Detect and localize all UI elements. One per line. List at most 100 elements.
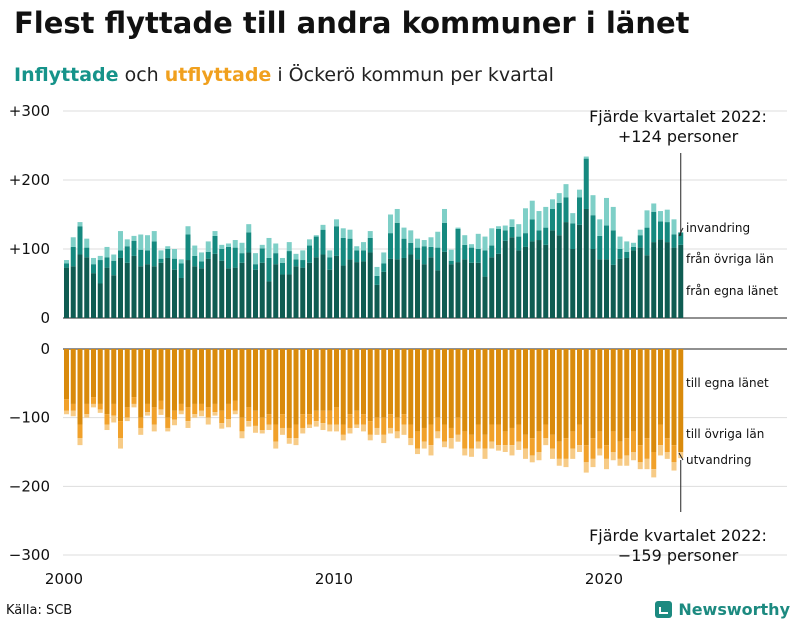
bar-in-segment	[320, 224, 326, 230]
bar-in-segment	[455, 228, 461, 263]
bar-out-segment	[205, 349, 211, 408]
bar-out-segment	[334, 349, 339, 408]
bar-out-segment	[442, 349, 447, 425]
segment-pointer-out	[678, 452, 684, 461]
bar-in-segment	[563, 184, 569, 198]
bar-in-segment	[70, 266, 76, 318]
bar-out-segment	[570, 448, 576, 459]
bar-in-segment	[77, 254, 83, 318]
bar-in-segment	[313, 257, 319, 318]
bar-out-segment	[563, 349, 569, 439]
bar-in-segment	[408, 254, 414, 318]
bar-in-segment	[354, 246, 360, 251]
bar-out-segment	[597, 431, 603, 449]
bar-out-segment	[178, 349, 184, 404]
bar-in-segment	[307, 245, 312, 263]
bar-out-segment	[334, 407, 339, 425]
bar-out-segment	[84, 403, 90, 415]
bar-out-segment	[64, 399, 69, 411]
bar-out-segment	[394, 349, 400, 418]
bar-out-segment	[151, 349, 157, 408]
bar-out-segment	[617, 458, 623, 466]
bar-in-segment	[111, 254, 117, 261]
bar-in-segment	[158, 250, 164, 259]
bar-out-segment	[111, 349, 117, 404]
bar-out-segment	[502, 431, 508, 446]
bar-in-segment	[118, 250, 123, 258]
bar-out-segment	[70, 349, 76, 404]
bar-out-segment	[617, 441, 623, 459]
bar-out-segment	[448, 427, 454, 439]
y-tick-label: −200	[9, 477, 50, 495]
bar-out-segment	[226, 403, 231, 420]
bar-out-segment	[374, 349, 380, 418]
bar-in-segment	[266, 237, 272, 258]
bar-out-segment	[610, 349, 616, 432]
bar-in-segment	[64, 267, 69, 318]
bar-out-segment	[448, 349, 454, 428]
bar-in-segment	[286, 274, 292, 318]
bar-in-segment	[604, 259, 609, 318]
bar-in-segment	[138, 249, 144, 267]
bar-out-segment	[232, 349, 238, 401]
bar-out-segment	[118, 349, 123, 422]
bar-in-segment	[84, 247, 90, 258]
bar-out-segment	[529, 455, 535, 463]
bar-in-segment	[462, 235, 468, 245]
bar-out-segment	[563, 458, 569, 468]
bar-in-segment	[489, 245, 495, 258]
bar-in-segment	[428, 246, 434, 258]
bar-in-segment	[381, 271, 387, 318]
bar-out-segment	[435, 349, 441, 418]
bar-in-segment	[496, 226, 501, 229]
bar-out-segment	[415, 431, 420, 449]
bar-in-segment	[570, 223, 576, 249]
bar-out-segment	[354, 424, 360, 428]
bar-in-segment	[138, 266, 144, 318]
bar-out-segment	[469, 434, 474, 449]
bar-in-segment	[253, 264, 258, 270]
bar-in-segment	[435, 270, 441, 318]
brand-name: Newsworthy	[678, 600, 790, 619]
bar-out-segment	[421, 441, 427, 449]
bar-in-segment	[178, 263, 184, 278]
bar-in-segment	[84, 238, 90, 248]
bar-in-segment	[556, 202, 562, 236]
bar-out-segment	[111, 403, 117, 416]
bar-out-segment	[442, 441, 447, 448]
bar-in-segment	[239, 262, 245, 318]
bar-in-segment	[77, 226, 83, 255]
bar-out-segment	[327, 349, 333, 411]
bar-out-segment	[502, 349, 508, 432]
bar-out-segment	[462, 349, 468, 432]
bar-in-segment	[374, 266, 380, 276]
bar-in-segment	[70, 237, 76, 247]
bar-in-segment	[415, 247, 420, 260]
bar-out-segment	[158, 400, 164, 410]
bar-in-segment	[590, 249, 596, 318]
bar-out-segment	[64, 349, 69, 400]
bar-in-segment	[205, 251, 211, 259]
bar-out-segment	[428, 445, 434, 456]
bar-in-segment	[482, 250, 488, 277]
bar-in-segment	[158, 258, 164, 263]
bar-out-segment	[651, 349, 657, 452]
bar-out-segment	[347, 427, 353, 434]
bar-out-segment	[293, 349, 299, 425]
bar-in-segment	[502, 240, 508, 318]
bar-in-segment	[320, 229, 326, 255]
bar-out-segment	[496, 424, 501, 446]
bar-out-segment	[239, 417, 245, 432]
bar-in-segment	[111, 275, 117, 318]
bar-in-segment	[563, 197, 569, 223]
bar-in-segment	[199, 268, 204, 318]
bar-out-segment	[408, 424, 414, 439]
bar-out-segment	[340, 424, 346, 435]
bar-out-segment	[401, 424, 407, 435]
bar-in-segment	[111, 260, 117, 276]
bar-in-segment	[374, 275, 380, 285]
bar-in-segment	[604, 197, 609, 226]
bar-in-segment	[118, 257, 123, 318]
bar-in-segment	[327, 257, 333, 270]
